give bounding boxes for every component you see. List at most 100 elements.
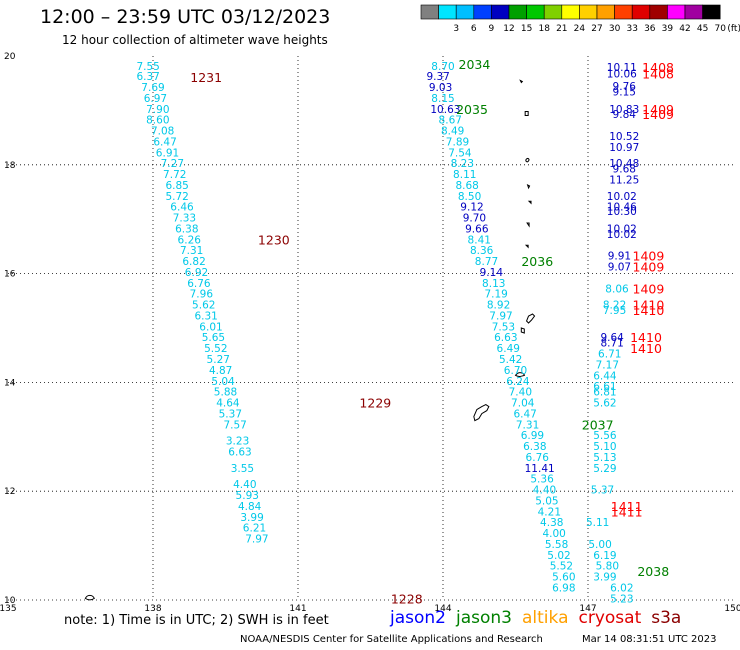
wave-height-value: 9.76 <box>613 81 637 93</box>
wave-height-value: 4.64 <box>216 398 240 410</box>
legend-label: 36 <box>644 24 656 34</box>
legend-label: 33 <box>626 24 637 34</box>
wave-height-value: 5.60 <box>552 572 575 584</box>
legend-unit: (ft) <box>727 24 740 34</box>
wave-height-value: 5.88 <box>214 387 237 399</box>
wave-height-value: 4.38 <box>540 517 563 529</box>
pass-time-label: 1409 <box>633 249 665 264</box>
wave-height-value: 8.15 <box>431 93 454 105</box>
wave-height-value: 10.83 <box>609 104 639 116</box>
wave-height-value: 5.10 <box>593 441 616 453</box>
wave-height-value: 7.72 <box>163 169 186 181</box>
pass-time-label: 1409 <box>633 260 665 275</box>
footer-note: note: 1) Time is in UTC; 2) SWH is in fe… <box>64 613 329 628</box>
lat-tick-label: 10 <box>4 596 16 606</box>
wave-height-value: 9.37 <box>426 71 449 83</box>
legend-label: 3 <box>453 24 459 34</box>
wave-height-value: 4.40 <box>233 479 256 491</box>
pass-time-label: 1410 <box>633 298 665 313</box>
island-outline <box>514 372 526 377</box>
pass-time-label: 1409 <box>642 107 674 122</box>
wave-height-value: 9.15 <box>613 86 636 98</box>
wave-height-value: 6.38 <box>175 223 198 235</box>
satellite-s3a: s3a <box>651 608 682 628</box>
wave-height-value: 5.37 <box>219 408 242 420</box>
wave-height-value: 4.84 <box>238 501 262 513</box>
wave-height-value: 6.91 <box>156 147 179 159</box>
wave-height-value: 5.58 <box>545 539 568 551</box>
island-outline <box>525 158 530 163</box>
lon-tick-label: 141 <box>289 604 306 614</box>
lon-tick-label: 135 <box>0 604 17 614</box>
lat-tick-label: 14 <box>4 378 16 388</box>
island-outline <box>524 110 529 116</box>
island-outline <box>524 244 529 249</box>
footer-credit: NOAA/NESDIS Center for Satellite Applica… <box>240 634 543 645</box>
wave-height-value: 10.97 <box>609 142 639 154</box>
wave-height-value: 5.00 <box>588 539 611 551</box>
legend-label: 18 <box>538 24 550 34</box>
pass-time-label: 1409 <box>633 281 665 296</box>
wave-height-value: 7.19 <box>484 289 507 301</box>
wave-height-value: 5.52 <box>204 343 227 355</box>
wave-height-value: 6.46 <box>170 202 194 214</box>
legend-label: 42 <box>679 24 690 34</box>
island-outline <box>520 327 525 334</box>
wave-height-value: 7.69 <box>141 82 164 94</box>
wave-height-value: 10.02 <box>607 223 637 235</box>
legend-label: 12 <box>503 24 514 34</box>
satellite-altika: altika <box>522 608 569 628</box>
wave-height-value: 8.36 <box>470 245 494 257</box>
legend-label: 30 <box>609 24 621 34</box>
satellite-jason2: jason2 <box>390 608 446 628</box>
pass-time-label: 2036 <box>521 254 553 269</box>
wave-height-value: 6.63 <box>228 446 251 458</box>
wave-height-value: 6.92 <box>185 267 208 279</box>
wave-height-value: 6.99 <box>521 430 544 442</box>
wave-height-value: 7.95 <box>603 305 626 317</box>
wave-height-value: 8.60 <box>146 115 169 127</box>
wave-height-value: 5.02 <box>547 550 570 562</box>
footer-timestamp: Mar 14 08:31:51 UTC 2023 <box>582 634 717 645</box>
wave-height-value: 6.19 <box>593 550 616 562</box>
wave-height-value: 5.52 <box>550 561 573 573</box>
wave-height-value: 6.26 <box>178 234 202 246</box>
wave-height-value: 5.27 <box>207 354 230 366</box>
wave-height-value: 8.50 <box>458 191 481 203</box>
wave-height-value: 4.21 <box>538 506 561 518</box>
wave-height-value: 9.84 <box>613 109 637 121</box>
wave-height-value: 9.12 <box>460 202 483 214</box>
pass-time-label: 1229 <box>359 396 391 411</box>
wave-height-value: 7.90 <box>146 104 169 116</box>
island-outline <box>519 79 524 84</box>
wave-height-value: 7.89 <box>446 136 469 148</box>
wave-height-value: 9.66 <box>465 223 489 235</box>
wave-height-value: 6.38 <box>523 441 546 453</box>
wave-height-value: 7.97 <box>489 310 512 322</box>
wave-height-value: 7.31 <box>516 419 539 431</box>
wave-height-value: 6.61 <box>593 381 616 393</box>
wave-height-value: 6.37 <box>136 71 159 83</box>
wave-height-value: 5.62 <box>593 398 616 410</box>
wave-height-value: 3.55 <box>231 463 254 475</box>
pass-time-label: 1408 <box>642 60 674 75</box>
wave-height-value: 7.27 <box>161 158 184 170</box>
wave-height-value: 8.13 <box>482 278 505 290</box>
island-outline <box>84 594 95 601</box>
wave-height-value: 7.33 <box>173 213 196 225</box>
wave-height-value: 7.97 <box>245 534 268 546</box>
wave-height-value: 3.23 <box>226 436 249 448</box>
wave-height-value: 5.56 <box>593 430 617 442</box>
wave-height-value: 6.47 <box>153 136 176 148</box>
wave-height-value: 5.13 <box>593 452 616 464</box>
wave-height-value: 5.37 <box>591 485 614 497</box>
legend-label: 27 <box>591 24 602 34</box>
wave-height-value: 5.29 <box>593 463 616 475</box>
wave-height-value: 5.80 <box>596 561 619 573</box>
wave-height-value: 6.85 <box>165 180 188 192</box>
wave-height-value: 7.08 <box>151 126 174 138</box>
wave-height-value: 9.03 <box>429 82 452 94</box>
pass-time-label: 1230 <box>258 232 290 247</box>
lat-tick-label: 18 <box>4 161 16 171</box>
wave-height-value: 6.76 <box>187 278 211 290</box>
